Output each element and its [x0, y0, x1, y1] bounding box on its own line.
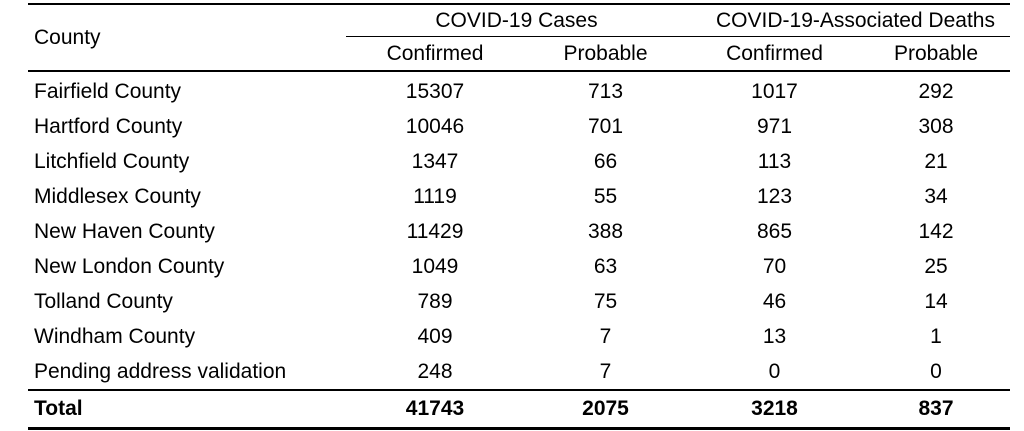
deaths-probable-value: 142 — [918, 219, 954, 243]
county-name: Fairfield County — [34, 79, 182, 103]
deaths-probable-value: 34 — [924, 184, 948, 208]
table-row: New Haven County 11429 388 865 142 — [28, 214, 1010, 249]
cases-confirmed-value: 409 — [417, 324, 453, 348]
cases-confirmed-value: 248 — [417, 359, 453, 383]
table-row: Fairfield County 15307 713 1017 292 — [28, 71, 1010, 109]
total-deaths-confirmed: 3218 — [751, 397, 798, 420]
cases-probable-value: 7 — [599, 359, 612, 383]
deaths-confirmed-value: 0 — [768, 359, 781, 383]
table-row: Middlesex County 1119 55 123 34 — [28, 179, 1010, 214]
cases-confirmed-value: 1347 — [411, 149, 459, 173]
deaths-probable-value: 21 — [924, 149, 948, 173]
table-row: New London County 1049 63 70 25 — [28, 249, 1010, 284]
deaths-confirmed-header: Confirmed — [687, 36, 862, 72]
cases-probable-value: 63 — [593, 254, 618, 278]
deaths-confirmed-value: 13 — [762, 324, 787, 348]
cases-confirmed-header: Confirmed — [346, 36, 524, 72]
table-row: Windham County 409 7 13 1 — [28, 319, 1010, 354]
group-header-row: County COVID-19 Cases COVID-19-Associate… — [28, 4, 1010, 72]
total-cases-probable: 2075 — [582, 397, 629, 420]
total-cases-confirmed: 41743 — [405, 397, 465, 420]
county-column-header: County — [28, 4, 346, 72]
county-name: Pending address validation — [34, 359, 287, 383]
total-row: Total 41743 2075 3218 837 — [28, 390, 1010, 429]
county-name: Tolland County — [34, 289, 173, 313]
county-name: Windham County — [34, 324, 196, 348]
sub-header-row: Confirmed Probable Confirmed Probable — [28, 36, 1010, 72]
deaths-probable-value: 14 — [924, 289, 948, 313]
deaths-probable-value: 292 — [918, 79, 954, 103]
county-name: New Haven County — [34, 219, 215, 243]
deaths-probable-value: 308 — [918, 114, 954, 138]
table-row: Pending address validation 248 7 0 0 — [28, 354, 1010, 390]
cases-probable-value: 7 — [599, 324, 612, 348]
cases-group-header: COVID-19 Cases — [346, 4, 687, 37]
deaths-confirmed-value: 70 — [762, 254, 787, 278]
deaths-group-header: COVID-19-Associated Deaths — [687, 4, 1010, 37]
cases-confirmed-value: 1119 — [413, 184, 457, 208]
cases-confirmed-value: 789 — [417, 289, 453, 313]
table-row: Litchfield County 1347 66 113 21 — [28, 144, 1010, 179]
deaths-probable-value: 25 — [924, 254, 948, 278]
cases-confirmed-value: 10046 — [405, 114, 465, 138]
cases-probable-value: 75 — [593, 289, 618, 313]
deaths-confirmed-value: 1017 — [751, 79, 798, 103]
county-name: Middlesex County — [34, 184, 201, 208]
cases-probable-value: 713 — [587, 79, 624, 103]
deaths-confirmed-value: 123 — [756, 184, 793, 208]
deaths-confirmed-value: 971 — [756, 114, 793, 138]
cases-probable-value: 388 — [587, 219, 624, 243]
cases-probable-header: Probable — [524, 36, 687, 72]
table-row: Hartford County 10046 701 971 308 — [28, 109, 1010, 144]
deaths-confirmed-value: 865 — [756, 219, 793, 243]
cases-probable-value: 701 — [587, 114, 624, 138]
deaths-probable-value: 0 — [930, 359, 942, 383]
deaths-confirmed-value: 46 — [762, 289, 787, 313]
county-name: Hartford County — [34, 114, 183, 138]
total-deaths-probable: 837 — [918, 397, 954, 420]
table-row: Tolland County 789 75 46 14 — [28, 284, 1010, 319]
cases-probable-value: 66 — [593, 149, 618, 173]
cases-confirmed-value: 1049 — [411, 254, 459, 278]
deaths-probable-header: Probable — [862, 36, 1010, 72]
cases-confirmed-value: 15307 — [405, 79, 465, 103]
county-name: New London County — [34, 254, 225, 278]
total-label: Total — [34, 397, 83, 420]
county-name: Litchfield County — [34, 149, 190, 173]
covid-county-table: County COVID-19 Cases COVID-19-Associate… — [28, 3, 1010, 430]
deaths-confirmed-value: 113 — [757, 149, 792, 173]
cases-probable-value: 55 — [593, 184, 618, 208]
deaths-probable-value: 1 — [930, 324, 942, 348]
cases-confirmed-value: 11429 — [406, 219, 464, 243]
